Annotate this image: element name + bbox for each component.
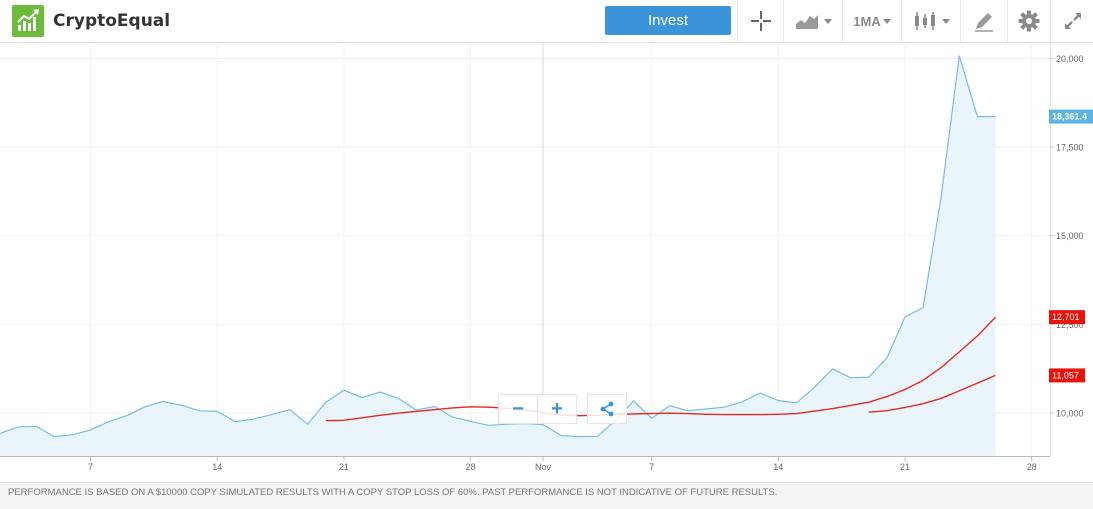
chart-type-button[interactable] xyxy=(783,0,842,42)
chevron-down-icon xyxy=(941,18,950,24)
price-area-fill xyxy=(0,55,996,456)
share-icon xyxy=(600,401,614,417)
disclaimer-text: PERFORMANCE IS BASED ON A $10000 COPY SI… xyxy=(8,487,778,498)
y-tick-label: 10,000 xyxy=(1056,408,1084,418)
invest-button[interactable]: Invest xyxy=(605,6,731,35)
y-tick-label: 20,000 xyxy=(1056,54,1084,64)
draw-pencil-icon xyxy=(975,13,993,32)
y-tick-label: 15,000 xyxy=(1056,231,1084,241)
expand-icon xyxy=(1064,13,1081,29)
x-tick-label: 21 xyxy=(339,462,349,472)
candlestick-icon xyxy=(914,12,935,30)
share-button[interactable] xyxy=(587,394,627,424)
ma-label-2: 11,057 xyxy=(1049,368,1085,383)
x-tick-label: 14 xyxy=(773,462,783,472)
area-chart-icon xyxy=(795,15,818,29)
x-axis: 7 14 21 28 Nov 7 14 21 28 xyxy=(88,456,1037,472)
price-chart[interactable]: 7 14 21 28 Nov 7 14 21 28 10,000 12,500 15,000 17,5… xyxy=(0,43,1093,482)
last-price-label: 18,361.4 xyxy=(1049,109,1093,124)
x-tick-label: 7 xyxy=(649,462,654,472)
zoom-out-button[interactable]: − xyxy=(498,394,538,424)
crosshair-icon xyxy=(750,11,771,31)
moving-average-line-1 xyxy=(325,316,997,422)
y-axis: 10,000 12,500 15,000 17,500 20,000 xyxy=(1050,54,1084,418)
moving-average-button[interactable]: 1MA xyxy=(842,0,901,42)
x-tick-label: 28 xyxy=(466,462,476,472)
fullscreen-button[interactable] xyxy=(1050,0,1093,42)
growth-chart-icon xyxy=(12,5,44,37)
svg-text:11,057: 11,057 xyxy=(1052,370,1079,380)
y-tick-label: 12,500 xyxy=(1056,320,1084,330)
footer: PERFORMANCE IS BASED ON A $10000 COPY SI… xyxy=(0,482,1093,509)
moving-average-label: 1MA xyxy=(853,13,881,29)
x-tick-label: 7 xyxy=(88,462,93,472)
top-toolbar: CryptoEqual Invest 1MA xyxy=(0,0,1093,43)
x-tick-label: 14 xyxy=(212,462,222,472)
draw-button[interactable] xyxy=(960,0,1007,42)
svg-text:12,701: 12,701 xyxy=(1052,312,1080,322)
zoom-in-button[interactable]: + xyxy=(537,394,577,424)
x-tick-label: 21 xyxy=(900,462,910,472)
settings-button[interactable] xyxy=(1007,0,1050,42)
x-tick-label: 28 xyxy=(1027,462,1037,472)
x-tick-label: Nov xyxy=(535,462,552,472)
price-series-line xyxy=(0,55,996,438)
candles-button[interactable] xyxy=(901,0,960,42)
ma-label-1: 12,701 xyxy=(1049,310,1085,325)
app-title: CryptoEqual xyxy=(53,11,171,31)
chevron-down-icon xyxy=(823,18,832,24)
svg-text:18,361.4: 18,361.4 xyxy=(1052,112,1087,122)
gear-icon xyxy=(1018,10,1040,32)
moving-average-line-2 xyxy=(868,374,996,413)
crosshair-button[interactable] xyxy=(737,0,783,42)
y-tick-label: 17,500 xyxy=(1056,143,1084,153)
chevron-down-icon xyxy=(882,18,891,24)
